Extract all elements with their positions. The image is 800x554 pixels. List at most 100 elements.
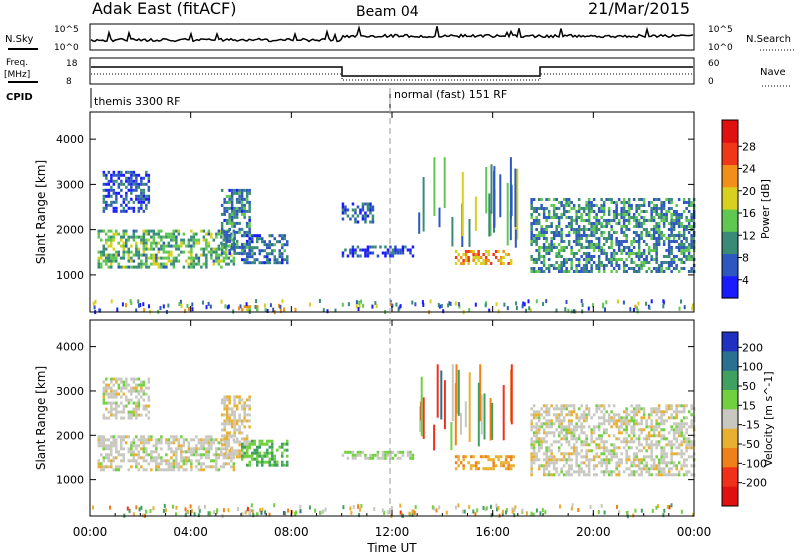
power-echo-cell bbox=[530, 258, 533, 261]
power-echo-cell bbox=[230, 194, 234, 198]
power-echo-cell bbox=[690, 243, 693, 246]
power-echo-cell bbox=[235, 230, 239, 234]
velocity-echo-cell bbox=[637, 428, 641, 432]
velocity-echo-cell bbox=[102, 416, 106, 420]
power-echo-cell bbox=[467, 256, 470, 259]
velocity-echo-cell bbox=[152, 459, 156, 463]
velocity-echo-cell bbox=[582, 440, 586, 444]
velocity-echo-cell bbox=[642, 437, 646, 441]
velocity-colorbar-tick-label: -200 bbox=[742, 477, 767, 490]
velocity-speckle-cell bbox=[476, 508, 479, 513]
velocity-colorbar-tick-label: 200 bbox=[742, 341, 763, 354]
power-echo-cell bbox=[127, 235, 130, 239]
velocity-echo-cell bbox=[135, 383, 138, 387]
velocity-echo-cell bbox=[147, 462, 151, 466]
power-echo-cell bbox=[97, 235, 100, 239]
velocity-echo-cell bbox=[122, 404, 126, 408]
velocity-echo-cell bbox=[187, 447, 191, 451]
power-speckle-cell bbox=[121, 302, 124, 307]
power-echo-cell bbox=[602, 267, 606, 270]
velocity-echo-cell bbox=[180, 435, 183, 439]
velocity-echo-cell bbox=[555, 413, 558, 417]
power-echo-cell bbox=[667, 234, 671, 237]
power-echo-cell bbox=[570, 246, 573, 249]
power-echo-cell bbox=[248, 203, 251, 207]
power-echo-cell bbox=[102, 229, 105, 233]
power-echo-cell bbox=[542, 243, 546, 246]
velocity-echo-cell bbox=[600, 410, 603, 414]
velocity-echo-cell bbox=[570, 404, 573, 408]
velocity-echo-region bbox=[241, 439, 289, 467]
power-speckle-cell bbox=[629, 307, 632, 312]
velocity-echo-cell bbox=[354, 453, 357, 457]
velocity-echo-cell bbox=[243, 404, 246, 408]
power-speckle-cell bbox=[601, 304, 604, 309]
power-echo-cell bbox=[592, 210, 596, 213]
power-echo-cell bbox=[107, 256, 110, 260]
velocity-echo-cell bbox=[241, 454, 244, 458]
power-speckle-cell bbox=[468, 308, 471, 313]
power-echo-cell bbox=[170, 238, 173, 242]
velocity-echo-cell bbox=[210, 465, 213, 469]
velocity-echo-cell bbox=[532, 452, 536, 456]
power-speckle-cell bbox=[422, 303, 425, 307]
velocity-echo-cell bbox=[677, 473, 681, 477]
power-echo-cell bbox=[585, 252, 588, 255]
power-echo-cell bbox=[655, 252, 658, 255]
velocity-echo-cell bbox=[655, 428, 658, 432]
power-echo-cell bbox=[590, 270, 593, 273]
power-streak bbox=[506, 182, 509, 246]
velocity-echo-cell bbox=[622, 422, 626, 426]
velocity-echo-cell bbox=[230, 456, 233, 460]
power-echo-cell bbox=[180, 250, 183, 254]
velocity-echo-cell bbox=[102, 392, 106, 396]
velocity-echo-cell bbox=[112, 407, 116, 411]
velocity-echo-cell bbox=[175, 447, 178, 451]
velocity-echo-cell bbox=[157, 462, 161, 466]
velocity-echo-cell bbox=[580, 443, 583, 447]
velocity-echo-cell bbox=[261, 463, 264, 467]
power-echo-cell bbox=[127, 188, 131, 192]
power-echo-cell bbox=[540, 231, 543, 234]
power-echo-cell bbox=[585, 267, 588, 270]
power-echo-cell bbox=[600, 249, 603, 252]
power-echo-cell bbox=[454, 262, 458, 265]
power-echo-cell bbox=[565, 204, 568, 207]
velocity-echo-cell bbox=[677, 434, 681, 438]
velocity-echo-cell bbox=[369, 456, 372, 460]
power-echo-cell bbox=[364, 211, 367, 215]
power-echo-cell bbox=[682, 228, 686, 231]
power-echo-cell bbox=[587, 243, 591, 246]
power-speckle-cell bbox=[334, 308, 337, 313]
velocity-speckle-cell bbox=[505, 508, 508, 512]
power-echo-cell bbox=[540, 267, 543, 270]
velocity-echo-cell bbox=[243, 440, 246, 444]
velocity-echo-cell bbox=[535, 422, 538, 426]
velocity-echo-cell bbox=[672, 422, 676, 426]
velocity-echo-cell bbox=[577, 419, 581, 423]
velocity-echo-cell bbox=[607, 461, 611, 465]
velocity-echo-cell bbox=[281, 442, 284, 446]
power-echo-cell bbox=[640, 252, 643, 255]
velocity-echo-cell bbox=[286, 463, 289, 467]
velocity-echo-cell bbox=[195, 459, 198, 463]
power-echo-cell bbox=[617, 249, 621, 252]
power-speckle-cell bbox=[636, 309, 639, 314]
velocity-echo-cell bbox=[268, 451, 271, 455]
velocity-echo-cell bbox=[670, 452, 673, 456]
power-echo-cell bbox=[122, 265, 125, 269]
velocity-echo-cell bbox=[112, 413, 116, 417]
power-echo-cell bbox=[132, 206, 136, 210]
power-echo-cell bbox=[627, 267, 631, 270]
power-echo-cell bbox=[682, 237, 686, 240]
power-echo-cell bbox=[670, 231, 673, 234]
velocity-echo-cell bbox=[175, 459, 178, 463]
velocity-echo-cell bbox=[162, 468, 166, 472]
velocity-echo-cell bbox=[620, 416, 623, 420]
power-echo-cell bbox=[271, 249, 274, 253]
velocity-echo-cell bbox=[185, 462, 188, 466]
velocity-echo-cell bbox=[507, 455, 510, 459]
velocity-echo-cell bbox=[557, 425, 561, 429]
velocity-echo-cell bbox=[577, 467, 581, 471]
power-echo-cell bbox=[215, 253, 218, 257]
